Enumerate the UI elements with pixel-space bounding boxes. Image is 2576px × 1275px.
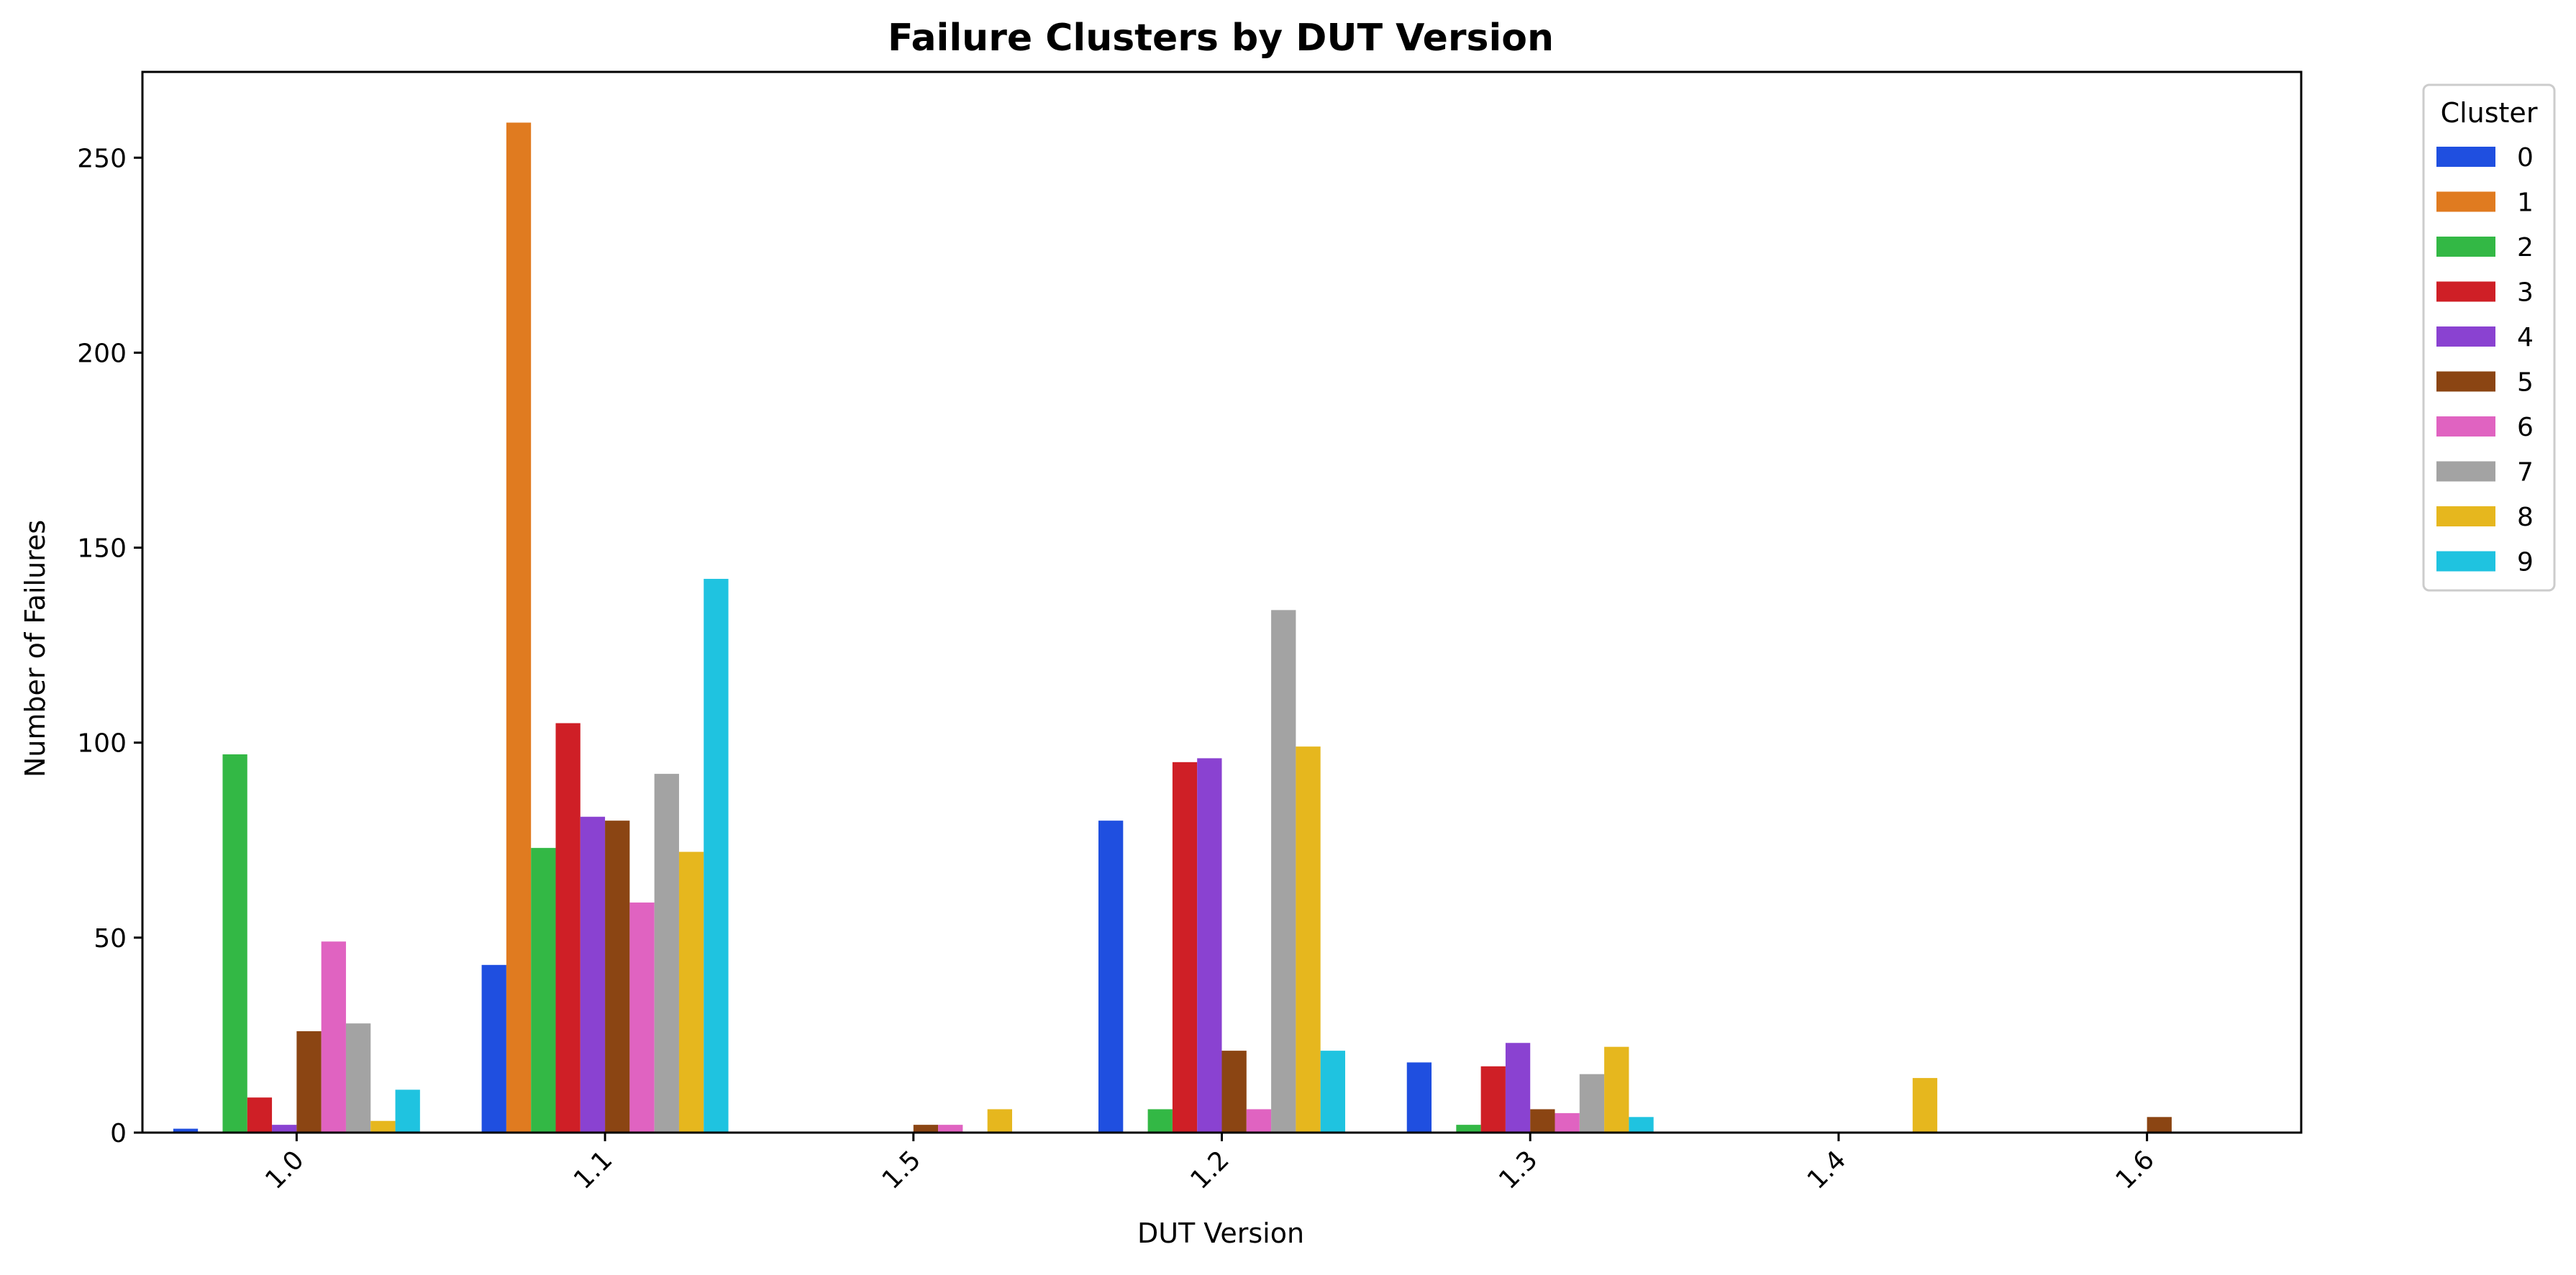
legend-swatch-6 xyxy=(2436,416,2495,437)
legend-label-5: 5 xyxy=(2517,368,2534,398)
bar-cluster-5-version-1.3 xyxy=(1530,1109,1555,1133)
y-tick-label: 150 xyxy=(77,534,127,564)
bar-cluster-8-version-1.5 xyxy=(987,1109,1012,1133)
y-axis-label: Number of Failures xyxy=(19,520,51,777)
bar-cluster-3-version-1.0 xyxy=(247,1097,273,1133)
bar-cluster-2-version-1.2 xyxy=(1147,1109,1173,1133)
bar-cluster-5-version-1.5 xyxy=(913,1125,939,1133)
legend-label-3: 3 xyxy=(2517,278,2534,308)
bar-cluster-8-version-1.4 xyxy=(1912,1078,1938,1133)
bar-cluster-2-version-1.0 xyxy=(222,754,247,1133)
bar-cluster-3-version-1.2 xyxy=(1172,762,1198,1133)
bar-cluster-9-version-1.2 xyxy=(1320,1051,1345,1133)
bar-cluster-9-version-1.3 xyxy=(1629,1117,1654,1133)
bar-cluster-9-version-1.0 xyxy=(395,1089,420,1133)
bar-cluster-6-version-1.1 xyxy=(629,902,655,1133)
bar-cluster-5-version-1.6 xyxy=(2147,1117,2172,1133)
bar-cluster-8-version-1.0 xyxy=(370,1120,396,1133)
legend-label-1: 1 xyxy=(2517,188,2534,218)
legend-label-9: 9 xyxy=(2517,548,2534,577)
bar-cluster-5-version-1.0 xyxy=(296,1031,322,1133)
bar-cluster-5-version-1.1 xyxy=(605,821,630,1133)
bar-cluster-6-version-1.0 xyxy=(321,941,346,1133)
legend-swatch-5 xyxy=(2436,371,2495,392)
legend-swatch-9 xyxy=(2436,551,2495,572)
bar-cluster-0-version-1.3 xyxy=(1406,1062,1432,1133)
y-tick-label: 250 xyxy=(77,144,127,173)
legend-label-7: 7 xyxy=(2517,458,2534,488)
chart-title: Failure Clusters by DUT Version xyxy=(888,17,1554,60)
bar-cluster-2-version-1.1 xyxy=(531,848,556,1133)
bar-cluster-6-version-1.3 xyxy=(1555,1112,1580,1133)
bar-cluster-0-version-1.1 xyxy=(481,964,506,1133)
legend-swatch-2 xyxy=(2436,237,2495,257)
legend: Cluster 0 1 2 3 4 5 6 7 8 9 xyxy=(2422,83,2556,592)
bar-cluster-4-version-1.1 xyxy=(580,816,606,1133)
bar-cluster-4-version-1.0 xyxy=(272,1125,297,1133)
bar-cluster-6-version-1.2 xyxy=(1246,1109,1272,1133)
y-tick-label: 50 xyxy=(94,924,127,954)
bar-cluster-7-version-1.0 xyxy=(345,1023,371,1133)
bar-cluster-0-version-1.2 xyxy=(1098,821,1124,1133)
y-tick-label: 0 xyxy=(110,1119,127,1148)
bar-cluster-7-version-1.3 xyxy=(1579,1074,1605,1133)
y-tick-label: 100 xyxy=(77,729,127,759)
legend-label-4: 4 xyxy=(2517,323,2534,352)
bar-cluster-4-version-1.2 xyxy=(1197,758,1222,1133)
legend-label-0: 0 xyxy=(2517,143,2534,173)
bar-cluster-8-version-1.3 xyxy=(1604,1046,1629,1133)
legend-label-6: 6 xyxy=(2517,413,2534,442)
bar-cluster-8-version-1.1 xyxy=(678,851,704,1133)
bar-cluster-7-version-1.2 xyxy=(1271,610,1296,1133)
legend-label-8: 8 xyxy=(2517,503,2534,532)
bar-cluster-3-version-1.3 xyxy=(1480,1066,1506,1133)
bar-cluster-9-version-1.1 xyxy=(704,578,729,1133)
bar-cluster-6-version-1.5 xyxy=(938,1125,963,1133)
bar-cluster-1-version-1.1 xyxy=(506,122,532,1133)
bar-cluster-5-version-1.2 xyxy=(1221,1051,1247,1133)
legend-title: Cluster xyxy=(2441,97,2538,129)
bar-cluster-2-version-1.3 xyxy=(1456,1125,1481,1133)
legend-swatch-4 xyxy=(2436,326,2495,347)
legend-label-2: 2 xyxy=(2517,233,2534,262)
bar-cluster-3-version-1.1 xyxy=(555,723,581,1133)
bar-cluster-4-version-1.3 xyxy=(1505,1043,1531,1133)
legend-swatch-3 xyxy=(2436,281,2495,302)
legend-swatch-7 xyxy=(2436,461,2495,482)
y-tick-label: 200 xyxy=(77,339,127,368)
bar-cluster-0-version-1.0 xyxy=(173,1128,199,1133)
legend-swatch-0 xyxy=(2436,147,2495,167)
bar-cluster-8-version-1.2 xyxy=(1296,746,1321,1133)
legend-swatch-8 xyxy=(2436,506,2495,526)
bar-cluster-7-version-1.1 xyxy=(654,774,679,1133)
x-axis-label: DUT Version xyxy=(1137,1217,1304,1249)
legend-swatch-1 xyxy=(2436,191,2495,212)
